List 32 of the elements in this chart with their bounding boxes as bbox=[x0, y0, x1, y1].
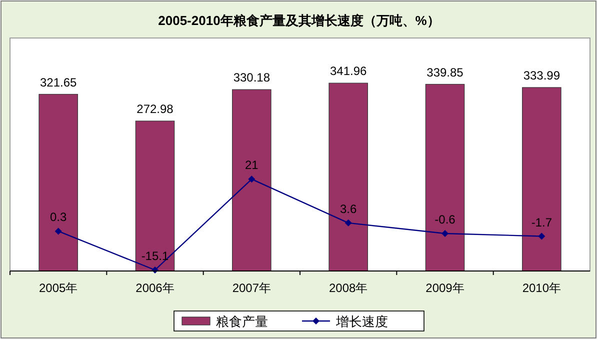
x-tick-label: 2009年 bbox=[426, 281, 464, 295]
x-tick-label: 2008年 bbox=[328, 281, 368, 295]
data-label: 330.18 bbox=[233, 70, 270, 85]
data-label: -1.7 bbox=[531, 215, 552, 230]
bar bbox=[232, 89, 272, 272]
data-label: -0.6 bbox=[434, 212, 456, 226]
data-label: 333.99 bbox=[523, 68, 560, 82]
point bbox=[54, 228, 62, 235]
data-label: 21 bbox=[244, 158, 259, 172]
point bbox=[538, 232, 546, 240]
legend-label: 粮食产量 bbox=[216, 314, 268, 329]
chart-title: 2005-2010年粮食产量及其增长速度（万吨、%） bbox=[158, 13, 440, 28]
legend-label: 增长速度 bbox=[335, 314, 388, 329]
x-tick-label: 2010年 bbox=[522, 281, 562, 295]
x-tick-label: 2006年 bbox=[136, 281, 174, 295]
data-label: 3.6 bbox=[340, 202, 357, 216]
bar bbox=[328, 82, 368, 272]
bar bbox=[522, 87, 562, 272]
data-label: 341.96 bbox=[330, 64, 368, 78]
bar bbox=[135, 120, 175, 272]
data-label: -15.1 bbox=[141, 249, 169, 263]
point bbox=[442, 230, 448, 237]
data-label: 272.98 bbox=[136, 102, 174, 116]
x-tick-label: 2005年 bbox=[38, 281, 78, 295]
data-label: 321.65 bbox=[40, 75, 78, 90]
bar bbox=[38, 94, 78, 272]
data-label: 339.85 bbox=[426, 65, 464, 80]
x-tick-label: 2007年 bbox=[232, 281, 272, 295]
point bbox=[248, 176, 256, 183]
bar bbox=[425, 84, 465, 272]
data-label: 0.3 bbox=[50, 210, 67, 224]
point bbox=[344, 219, 352, 226]
